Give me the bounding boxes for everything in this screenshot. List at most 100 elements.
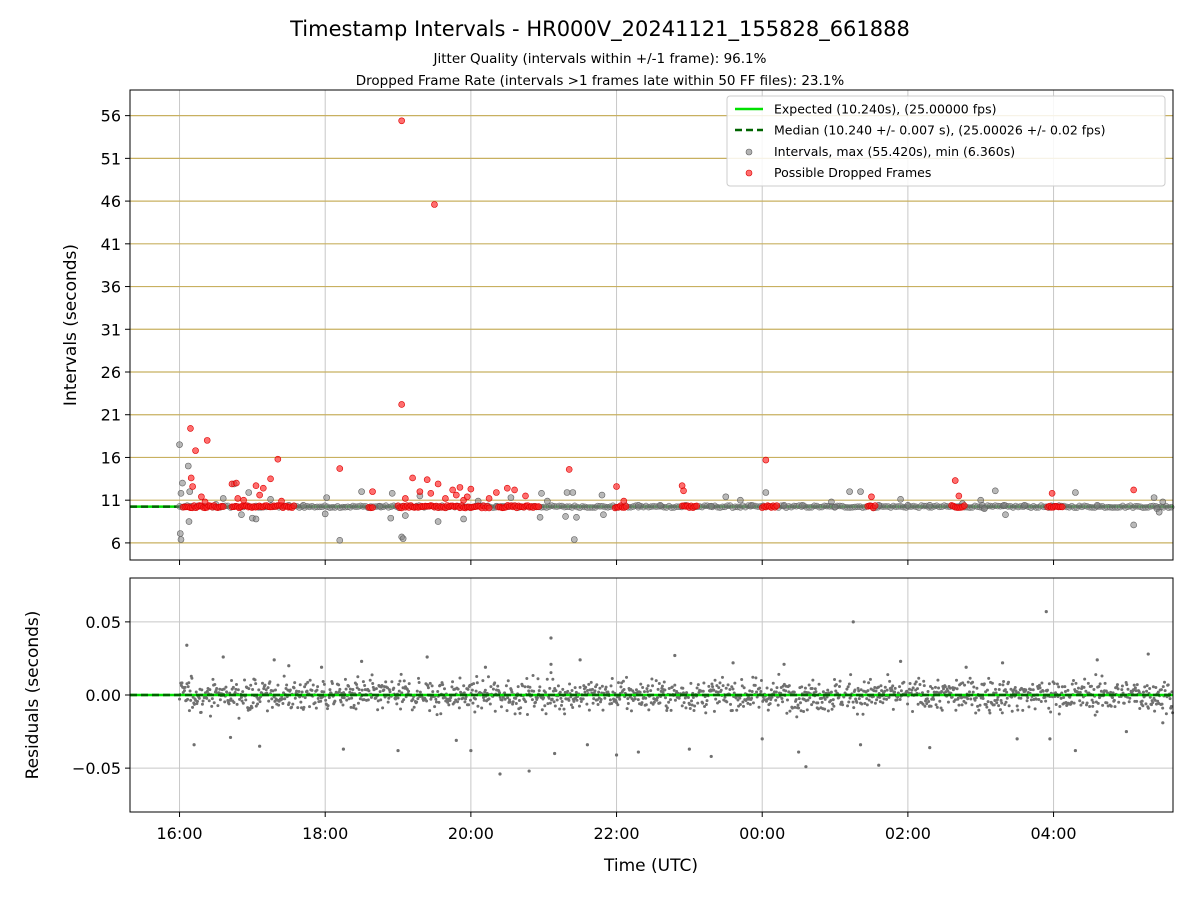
residual-point xyxy=(1163,689,1167,693)
residual-point xyxy=(253,678,257,682)
residual-point xyxy=(921,702,925,706)
residual-point xyxy=(568,682,572,686)
residual-point xyxy=(222,687,226,691)
residual-point xyxy=(500,698,504,702)
residual-point xyxy=(941,687,945,691)
interval-point xyxy=(981,505,988,513)
residual-point xyxy=(234,687,238,691)
residual-point xyxy=(415,700,419,704)
interval-point xyxy=(707,502,715,510)
residual-point xyxy=(1082,685,1086,689)
residual-point xyxy=(324,698,328,702)
interval-point xyxy=(1072,489,1079,496)
residual-point xyxy=(293,696,297,700)
residual-point xyxy=(319,665,324,669)
residual-point xyxy=(441,683,445,687)
dropped-frame-point xyxy=(369,488,376,495)
residual-point xyxy=(766,708,770,712)
residual-point xyxy=(857,689,861,693)
residual-point xyxy=(337,683,341,687)
residual-point xyxy=(1007,680,1011,684)
residual-point xyxy=(467,703,471,707)
residual-point xyxy=(621,679,625,683)
residual-point xyxy=(1122,701,1126,705)
residual-point xyxy=(506,696,510,700)
residual-point xyxy=(733,681,737,685)
residual-point xyxy=(241,701,245,705)
residual-point xyxy=(578,685,582,689)
residual-point xyxy=(249,683,253,687)
residual-point xyxy=(939,706,943,710)
interval-point xyxy=(399,535,407,542)
residual-point xyxy=(407,689,411,693)
residual-point xyxy=(911,686,915,690)
residual-point xyxy=(1046,688,1050,692)
residual-point xyxy=(667,700,671,704)
residual-point xyxy=(1055,682,1059,686)
dropped-frame-point xyxy=(252,482,260,489)
residual-point xyxy=(449,696,453,700)
residual-point xyxy=(508,700,512,704)
residual-point xyxy=(730,709,734,713)
interval-point xyxy=(434,518,442,525)
residual-point xyxy=(454,738,458,742)
residual-point xyxy=(688,703,692,707)
residual-point xyxy=(237,716,241,720)
residual-point xyxy=(851,620,855,624)
residual-point xyxy=(514,696,518,700)
residual-point xyxy=(211,677,215,681)
dropped-frame-point xyxy=(192,447,199,454)
residual-point xyxy=(593,689,597,693)
residual-point xyxy=(1010,709,1014,713)
residual-point xyxy=(701,689,705,693)
residual-point xyxy=(688,706,692,710)
residual-point xyxy=(297,689,301,693)
residual-point xyxy=(381,706,385,710)
residual-point xyxy=(724,686,728,690)
residual-point xyxy=(553,751,557,756)
residual-point xyxy=(554,689,558,693)
dropped-frame-point xyxy=(467,485,475,493)
residual-point xyxy=(1128,696,1132,700)
residual-point xyxy=(327,696,331,700)
dropped-frame-point xyxy=(453,491,460,499)
residual-point xyxy=(970,703,974,707)
residual-point xyxy=(1016,708,1020,712)
residual-point xyxy=(650,677,654,681)
residual-point xyxy=(684,706,688,710)
residual-point xyxy=(585,702,589,706)
residual-point xyxy=(954,708,958,712)
x-tick-label: 18:00 xyxy=(302,824,348,843)
residual-point xyxy=(480,706,484,710)
residual-point xyxy=(192,743,196,747)
residual-point xyxy=(856,686,860,690)
residual-point xyxy=(930,686,934,690)
residual-point xyxy=(975,686,979,690)
residual-point xyxy=(513,712,517,716)
residual-point xyxy=(717,700,721,704)
interval-point xyxy=(507,494,515,501)
residual-point xyxy=(841,703,845,707)
residual-point xyxy=(1109,704,1113,708)
residual-point xyxy=(1161,685,1165,689)
residual-point xyxy=(908,682,912,686)
residual-point xyxy=(270,705,274,709)
chart-title: Timestamp Intervals - HR000V_20241121_15… xyxy=(289,17,910,42)
residual-point xyxy=(723,695,727,699)
residual-point xyxy=(343,677,347,681)
top-y-tick-label: 11 xyxy=(101,491,121,510)
residual-point xyxy=(1115,683,1119,687)
residual-point xyxy=(191,705,195,709)
residual-point xyxy=(658,701,662,705)
residual-point xyxy=(960,703,964,707)
residual-point xyxy=(475,674,479,678)
residual-point xyxy=(303,685,307,689)
residual-point xyxy=(417,681,421,685)
residual-point xyxy=(228,735,233,740)
residual-point xyxy=(748,702,752,706)
x-tick-label: 00:00 xyxy=(739,824,785,843)
residual-point xyxy=(814,690,818,694)
residual-point xyxy=(503,697,507,701)
residual-point xyxy=(1120,688,1124,692)
residual-point xyxy=(999,698,1003,702)
